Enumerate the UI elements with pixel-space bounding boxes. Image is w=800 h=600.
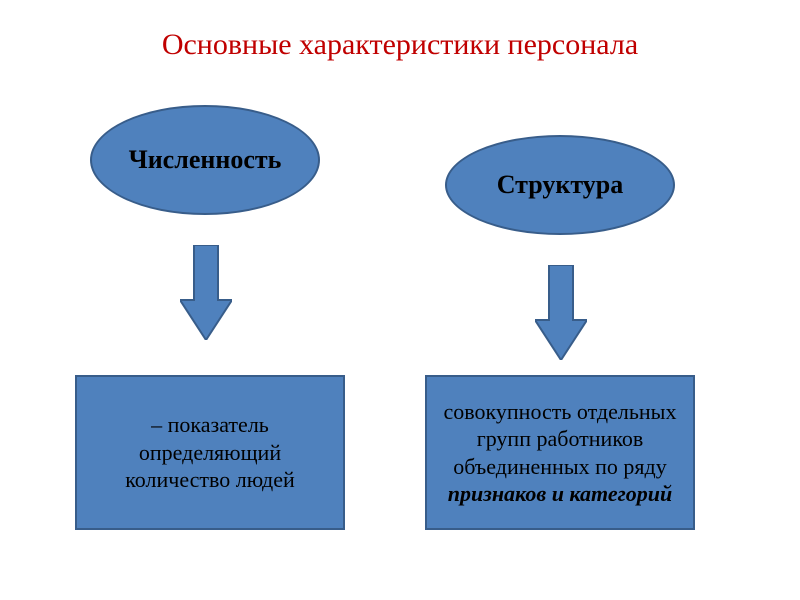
ellipse-structure-label: Структура (497, 171, 624, 200)
ellipse-headcount-label: Численность (129, 146, 282, 175)
ellipse-headcount: Численность (90, 105, 320, 215)
arrow-down-left (180, 245, 232, 340)
arrow-shape (535, 265, 587, 360)
arrow-shape (180, 245, 232, 340)
ellipse-structure: Структура (445, 135, 675, 235)
box-structure-text-emph: признаков и категорий (448, 481, 672, 506)
box-headcount-text: – показатель определяющий количество люд… (87, 411, 333, 494)
box-structure-text-plain: совокупность отдельных групп работников … (444, 399, 677, 479)
arrow-down-right (535, 265, 587, 360)
page-title: Основные характеристики персонала (0, 0, 800, 62)
box-structure-def: совокупность отдельных групп работников … (425, 375, 695, 530)
box-headcount-def: – показатель определяющий количество люд… (75, 375, 345, 530)
